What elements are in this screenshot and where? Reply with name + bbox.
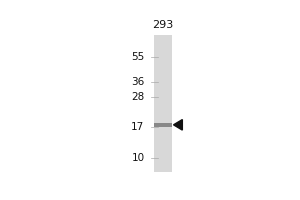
Text: 28: 28 [131, 92, 145, 102]
Text: 10: 10 [131, 153, 145, 163]
Text: 293: 293 [152, 20, 174, 30]
Bar [154, 123, 172, 127]
Polygon shape [173, 120, 182, 130]
Text: 55: 55 [131, 52, 145, 62]
Bar [154, 35, 172, 172]
Text: 17: 17 [131, 122, 145, 132]
Text: 36: 36 [131, 77, 145, 87]
